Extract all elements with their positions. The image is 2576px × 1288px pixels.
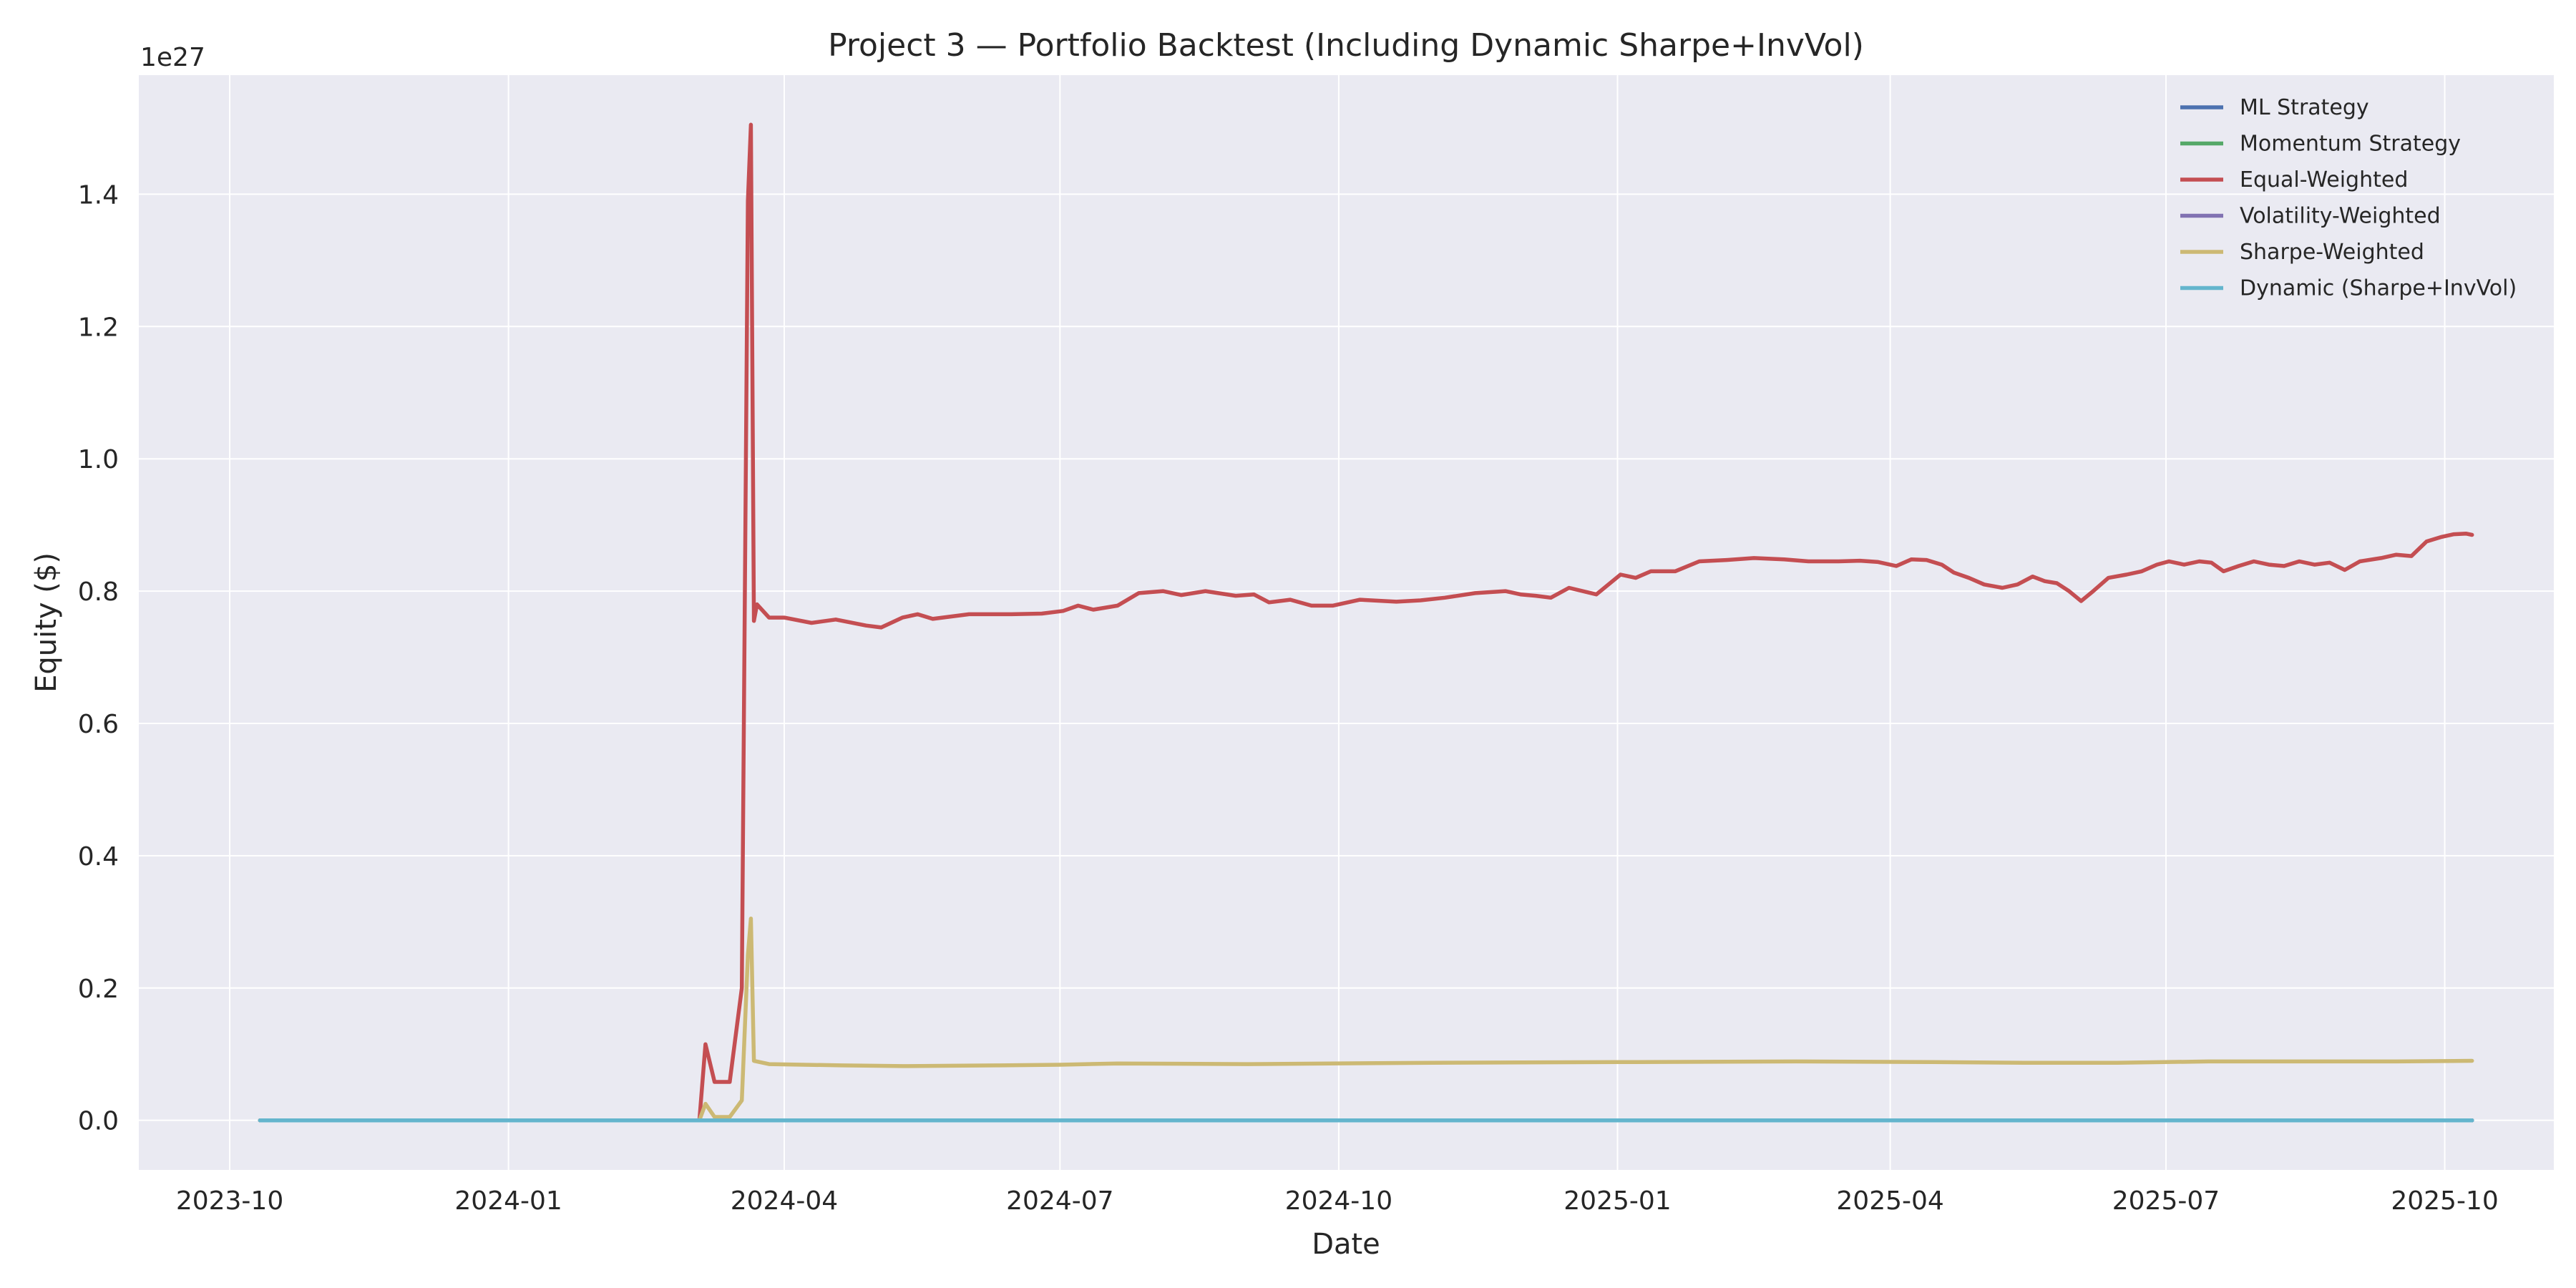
legend-entry: Sharpe-Weighted [2240,240,2424,265]
x-tick-label: 2025-04 [1836,1186,1943,1216]
legend: ML Strategy Momentum Strategy Equal-Weight… [2180,95,2517,301]
y-tick-label: 1.0 [78,445,119,474]
legend-entry: Volatility-Weighted [2240,204,2441,229]
plot-background [139,75,2554,1170]
y-tick-label: 0.6 [78,710,119,739]
legend-entry: Dynamic (Sharpe+InvVol) [2240,276,2517,301]
x-tick-label: 2024-01 [454,1186,562,1216]
series-lines [258,122,2474,1123]
y-tick-labels: 0.0 0.2 0.4 0.6 0.8 1.0 1.2 1.4 [78,180,119,1136]
series-line-4 [258,916,2474,1123]
y-axis-label: Equity ($) [30,552,63,693]
chart-title: Project 3 — Portfolio Backtest (Includin… [828,27,1864,64]
y-tick-label: 1.4 [78,180,119,210]
y-tick-label: 0.0 [78,1107,119,1136]
legend-entry: Equal-Weighted [2240,167,2408,192]
x-tick-labels: 2023-10 2024-01 2024-04 2024-07 2024-10 2025-… [176,1186,2499,1216]
x-tick-label: 2025-07 [2112,1186,2220,1216]
y-offset-label: 1e27 [140,43,205,72]
y-tick-label: 1.2 [78,313,119,342]
x-tick-label: 2024-10 [1285,1186,1392,1216]
series-line-2 [258,122,2474,1123]
legend-entry: Momentum Strategy [2240,132,2461,157]
x-tick-label: 2025-01 [1563,1186,1671,1216]
y-tick-label: 0.4 [78,842,119,872]
x-tick-label: 2024-04 [731,1186,838,1216]
x-tick-label: 2023-10 [176,1186,283,1216]
x-tick-label: 2025-10 [2391,1186,2498,1216]
legend-entry: ML Strategy [2240,95,2369,120]
x-tick-label: 2024-07 [1006,1186,1113,1216]
y-tick-label: 0.2 [78,975,119,1004]
y-tick-label: 0.8 [78,577,119,607]
x-axis-label: Date [1312,1228,1380,1261]
